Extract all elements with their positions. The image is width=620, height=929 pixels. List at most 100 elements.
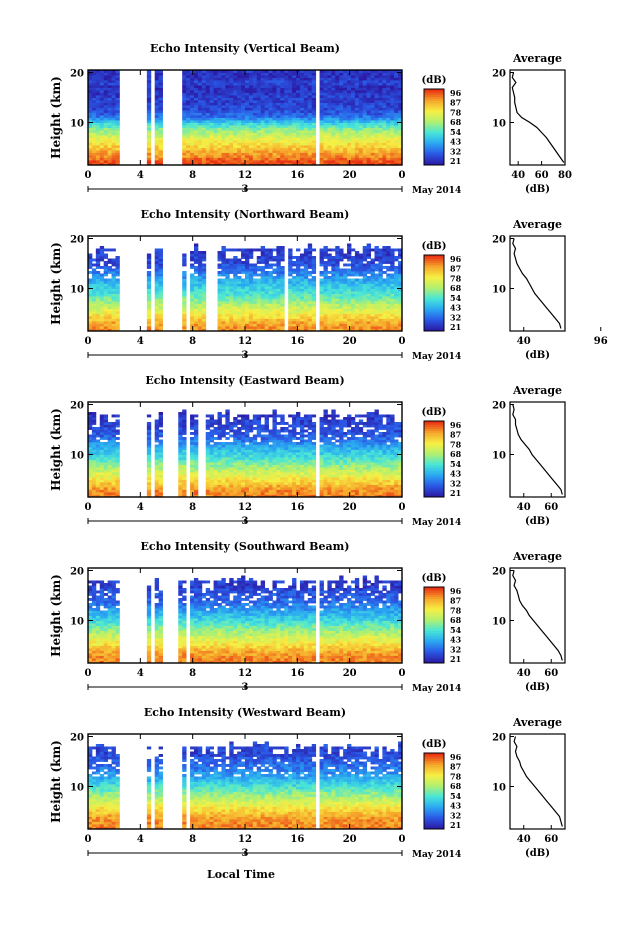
heatmap-cell	[307, 82, 313, 86]
heatmap-cell	[366, 271, 372, 274]
heatmap-cell	[296, 115, 301, 118]
heatmap-cell	[276, 273, 281, 277]
heatmap-cell	[335, 276, 340, 279]
heatmap-cell	[390, 273, 395, 277]
heatmap-cell	[327, 326, 332, 329]
heatmap-cell	[323, 323, 328, 327]
heatmap-cell	[394, 296, 399, 299]
heatmap-cell	[366, 125, 372, 128]
heatmap-cell	[284, 102, 289, 106]
heatmap-cell	[260, 150, 266, 153]
heatmap-cell	[193, 130, 199, 133]
heatmap-cell	[248, 286, 254, 289]
heatmap-cell	[386, 246, 391, 249]
heatmap-cell	[272, 105, 277, 108]
heatmap-cell	[347, 100, 352, 103]
heatmap-cell	[190, 251, 195, 254]
heatmap-cell	[276, 140, 281, 143]
heatmap-cell	[382, 318, 387, 322]
heatmap-cell	[95, 117, 101, 121]
heatmap-cell	[107, 321, 112, 324]
heatmap-cell	[221, 115, 226, 118]
heatmap-cell	[193, 258, 199, 262]
heatmap-cell	[331, 112, 336, 116]
heatmap-cell	[280, 95, 285, 98]
heatmap-cell	[197, 80, 203, 83]
heatmap-cell	[190, 87, 195, 91]
colorbar-segment	[424, 323, 444, 326]
heatmap-cell	[323, 256, 328, 259]
heatmap-cell	[323, 122, 328, 126]
heatmap-cell	[201, 155, 207, 158]
heatmap-cell	[264, 251, 269, 254]
heatmap-cell	[280, 135, 285, 138]
heatmap-cell	[378, 130, 383, 133]
heatmap-cell	[88, 424, 93, 428]
heatmap-cell	[382, 102, 387, 106]
heatmap-cell	[350, 102, 356, 106]
heatmap-cell	[221, 125, 226, 128]
heatmap-cell	[103, 489, 109, 493]
heatmap-cell	[190, 157, 195, 161]
heatmap-cell	[378, 132, 383, 136]
heatmap-cell	[209, 72, 215, 76]
heatmap-cell	[394, 137, 399, 141]
heatmap-cell	[319, 77, 324, 81]
heatmap-cell	[103, 437, 109, 440]
heatmap-cell	[272, 85, 277, 88]
heatmap-cell	[386, 306, 391, 309]
heatmap-cell	[303, 303, 309, 307]
heatmap-cell	[225, 77, 230, 81]
heatmap-cell	[91, 115, 97, 118]
heatmap-cell	[248, 82, 254, 86]
heatmap-cell	[303, 127, 309, 131]
heatmap-cell	[382, 70, 387, 73]
heatmap-cell	[99, 281, 105, 284]
colorbar-segment	[424, 104, 444, 107]
heatmap-cell	[225, 286, 230, 289]
heatmap-cell	[382, 293, 387, 297]
heatmap-cell	[323, 286, 328, 289]
heatmap-cell	[154, 462, 160, 465]
heatmap-cell	[158, 160, 163, 163]
heatmap-cell	[111, 301, 116, 304]
heatmap-cell	[197, 301, 203, 304]
heatmap-cell	[178, 454, 183, 458]
heatmap-cell	[303, 72, 309, 76]
heatmap-cell	[343, 92, 348, 96]
heatmap-cell	[331, 291, 336, 294]
heatmap-cell	[107, 135, 112, 138]
heatmap-cell	[91, 85, 97, 88]
heatmap-cell	[386, 251, 391, 254]
heatmap-cell	[91, 469, 97, 473]
heatmap-cell	[209, 75, 215, 78]
heatmap-cell	[288, 142, 293, 146]
heatmap-cell	[197, 120, 203, 123]
heatmap-cell	[91, 107, 97, 111]
heatmap-cell	[358, 77, 364, 81]
heatmap-cell	[292, 293, 297, 297]
heatmap-cell	[256, 122, 262, 126]
heatmap-cell	[390, 95, 395, 98]
heatmap-cell	[182, 313, 187, 317]
heatmap-cell	[107, 323, 112, 327]
heatmap-cell	[186, 157, 191, 161]
heatmap-cell	[146, 271, 152, 274]
heatmap-cell	[154, 87, 160, 91]
heatmap-cell	[299, 102, 305, 106]
heatmap-cell	[99, 283, 105, 287]
heatmap-cell	[327, 293, 332, 297]
heatmap-cell	[88, 293, 93, 297]
heatmap-cell	[252, 162, 258, 166]
heatmap-cell	[370, 142, 375, 146]
heatmap-cell	[280, 308, 285, 312]
heatmap-cell	[95, 462, 101, 465]
heatmap-cell	[107, 77, 112, 81]
heatmap-cell	[339, 251, 344, 254]
date-label: May 2014	[412, 186, 461, 196]
heatmap-cell	[303, 298, 309, 302]
heatmap-cell	[374, 253, 379, 257]
heatmap-cell	[358, 155, 364, 158]
heatmap-cell	[99, 150, 105, 153]
heatmap-cell	[213, 100, 218, 103]
